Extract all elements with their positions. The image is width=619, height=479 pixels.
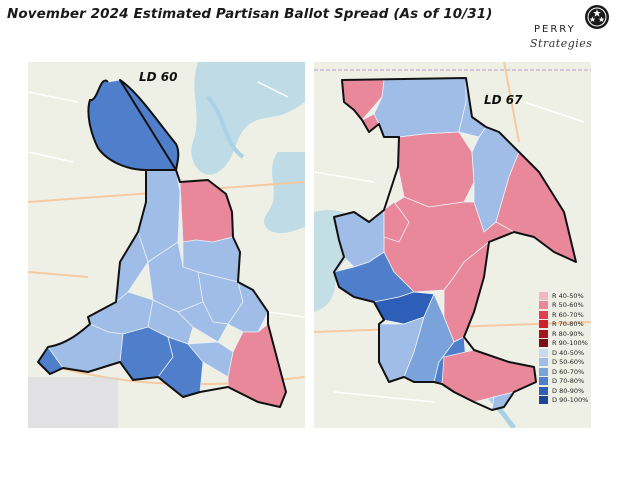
legend-item: D 50-60% (539, 358, 609, 368)
precinct-ld60-center-4[interactable] (177, 301, 229, 343)
legend-label: R 80-90% (552, 329, 584, 338)
precinct-ld67-red-se[interactable] (441, 349, 537, 403)
page-title: November 2024 Estimated Partisan Ballot … (7, 6, 493, 22)
legend-swatch (539, 367, 548, 376)
legend-label: D 80-90% (552, 386, 585, 395)
legend-item: R 60-70% (539, 310, 609, 320)
legend-label: D 60-70% (552, 367, 585, 376)
legend-item: D 40-50% (539, 348, 609, 358)
legend-swatch (539, 348, 548, 357)
precinct-ld60-north[interactable] (88, 79, 179, 171)
logo-perry-text: PERRY (534, 24, 576, 35)
legend-swatch (539, 291, 548, 300)
legend-swatch (539, 310, 548, 319)
map-ld60: LD 60 (28, 62, 305, 428)
legend-item: R 80-90% (539, 329, 609, 339)
perry-strategies-logo: PERRY Strategies (528, 4, 612, 60)
legend-label: R 70-80% (552, 320, 584, 329)
legend-label: R 40-50% (552, 291, 584, 300)
tri-star-icon (585, 5, 609, 29)
legend-item: R 50-60% (539, 301, 609, 311)
legend-label: R 50-60% (552, 301, 584, 310)
ld60-boundary (37, 79, 287, 408)
map-ld67: LD 67 (314, 62, 591, 428)
legend-label: R 90-100% (552, 339, 588, 348)
district-label-ld60: LD 60 (139, 70, 178, 84)
legend-item: R 90-100% (539, 339, 609, 349)
legend-item: R 70-80% (539, 320, 609, 330)
ld67-boundary (333, 77, 577, 411)
legend-swatch (539, 329, 548, 338)
legend-label: D 40-50% (552, 348, 585, 357)
precinct-ld60-red-se[interactable] (227, 323, 287, 408)
legend-item: R 40-50% (539, 291, 609, 301)
legend: R 40-50% R 50-60% R 60-70% R 70-80% R 80-90%… (539, 291, 609, 405)
legend-swatch (539, 377, 548, 386)
legend-swatch (539, 339, 548, 348)
legend-item: D 80-90% (539, 386, 609, 396)
ld60-precincts (37, 79, 287, 408)
logo-strategies-text: Strategies (530, 37, 593, 50)
precinct-ld67-north-1[interactable] (373, 77, 467, 138)
district-label-ld67: LD 67 (484, 93, 523, 107)
legend-swatch (539, 386, 548, 395)
precinct-ld67-west-2[interactable] (383, 201, 410, 243)
legend-swatch (539, 358, 548, 367)
legend-item: D 90-100% (539, 396, 609, 406)
legend-label: R 60-70% (552, 310, 584, 319)
legend-swatch (539, 320, 548, 329)
legend-label: D 50-60% (552, 358, 585, 367)
legend-label: D 90-100% (552, 396, 589, 405)
legend-swatch (539, 396, 548, 405)
legend-swatch (539, 301, 548, 310)
precinct-ld67-red-north[interactable] (397, 131, 475, 208)
legend-label: D 70-80% (552, 377, 585, 386)
precinct-ld60-red-ne[interactable] (179, 179, 234, 243)
legend-item: D 70-80% (539, 377, 609, 387)
legend-item: D 60-70% (539, 367, 609, 377)
